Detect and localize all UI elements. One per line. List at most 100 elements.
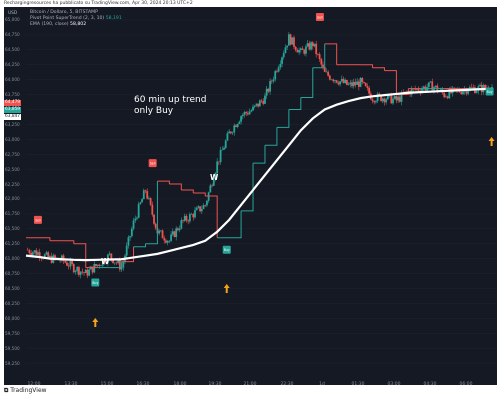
price-tick-label: 61,000 bbox=[5, 256, 20, 262]
chart-pane[interactable]: USD Sell Sell Sell Buy Buy Buy Bitcoin / Doll… bbox=[4, 7, 497, 385]
candle-body bbox=[103, 259, 106, 264]
candle-body bbox=[397, 96, 400, 101]
currency-label: USD bbox=[8, 11, 18, 16]
price-tick-label: 60,500 bbox=[5, 285, 20, 291]
candle-body bbox=[286, 45, 289, 48]
candle-body bbox=[125, 245, 128, 256]
candle-body bbox=[337, 82, 340, 85]
candle-body bbox=[421, 89, 423, 93]
candle-body bbox=[422, 86, 425, 90]
candle-body bbox=[171, 231, 174, 235]
supertrend-segment bbox=[264, 127, 278, 146]
candle-body bbox=[122, 261, 125, 268]
supertrend-segment bbox=[109, 261, 123, 269]
candle-body bbox=[71, 260, 73, 265]
candle-body bbox=[100, 265, 103, 267]
candle-body bbox=[93, 264, 96, 273]
candle-body bbox=[252, 106, 254, 111]
candle-body bbox=[38, 252, 41, 258]
candle-body bbox=[26, 249, 29, 251]
candle-body bbox=[31, 252, 34, 255]
candle-body bbox=[228, 131, 231, 134]
price-tick-label: 60,000 bbox=[5, 315, 20, 321]
candle-body bbox=[240, 116, 242, 122]
candle-body bbox=[386, 94, 389, 100]
supertrend-segment bbox=[169, 183, 182, 191]
candle-body bbox=[226, 133, 229, 141]
buy-marker-box bbox=[485, 87, 494, 96]
candle-body bbox=[357, 81, 360, 87]
candle-body bbox=[130, 228, 133, 237]
candle-body bbox=[118, 260, 121, 270]
candle-body bbox=[110, 253, 113, 259]
candle-body bbox=[448, 88, 451, 99]
candle-body bbox=[216, 161, 219, 174]
legend-supertrend: Pivot Point SuperTrend (2, 3, 10) 58,191 bbox=[30, 16, 122, 22]
candle-body bbox=[248, 111, 251, 115]
supertrend-segment bbox=[193, 192, 206, 196]
candle-body bbox=[194, 210, 196, 218]
candle-body bbox=[204, 205, 207, 206]
price-tick-label: 62,750 bbox=[5, 151, 20, 157]
candle-body bbox=[108, 253, 111, 255]
candle-body bbox=[305, 46, 307, 54]
candle-body bbox=[484, 84, 487, 89]
candle-body bbox=[363, 82, 365, 83]
candle-body bbox=[376, 93, 379, 102]
candle-body bbox=[207, 192, 210, 201]
candle-body bbox=[460, 92, 463, 95]
supertrend-segment bbox=[300, 67, 314, 99]
candle-body bbox=[284, 47, 287, 54]
candle-body bbox=[277, 67, 280, 72]
candle-body bbox=[467, 90, 470, 94]
w-pattern-label-left: W bbox=[101, 257, 110, 266]
candle-body bbox=[322, 64, 324, 68]
candle-body bbox=[159, 230, 162, 232]
candle-body bbox=[334, 80, 336, 82]
candle-body bbox=[380, 95, 382, 102]
legend-ema: EMA (190, close) 58,802 bbox=[30, 22, 122, 28]
time-tick-label: 03:00 bbox=[387, 382, 401, 385]
candle-body bbox=[98, 264, 101, 266]
candle-body bbox=[127, 237, 130, 246]
candle-body bbox=[340, 78, 343, 82]
price-tick-label: 59,250 bbox=[5, 360, 20, 366]
buy-marker-label: Buy bbox=[224, 248, 230, 252]
candle-body bbox=[257, 103, 260, 107]
candle-body bbox=[151, 204, 154, 215]
orange-up-arrow-icon bbox=[488, 137, 495, 146]
candle-body bbox=[33, 250, 36, 253]
candle-body bbox=[74, 271, 77, 273]
candle-body bbox=[78, 267, 80, 275]
candle-body bbox=[154, 223, 157, 229]
candle-body bbox=[315, 43, 318, 55]
price-chart-svg[interactable]: Sell Sell Sell Buy Buy Buy bbox=[4, 7, 497, 385]
time-tick-label: 16:30 bbox=[136, 382, 150, 385]
candle-body bbox=[59, 259, 62, 261]
candle-body bbox=[253, 105, 256, 107]
candle-body bbox=[129, 236, 132, 238]
candle-body bbox=[243, 112, 246, 115]
candle-body bbox=[48, 256, 51, 258]
candle-body bbox=[146, 191, 149, 199]
sell-marker-label: Sell bbox=[150, 162, 156, 166]
sell-signal-marker: Sell bbox=[148, 159, 157, 168]
candle-body bbox=[262, 100, 265, 104]
candle-body bbox=[206, 200, 208, 206]
candle-body bbox=[431, 81, 434, 91]
candle-body bbox=[255, 103, 258, 106]
candle-body bbox=[76, 267, 79, 272]
candle-body bbox=[54, 255, 56, 259]
time-tick-label: 13:30 bbox=[64, 382, 78, 385]
candle-body bbox=[187, 220, 190, 222]
candle-body bbox=[214, 173, 217, 180]
buy-marker-label: Buy bbox=[487, 90, 493, 94]
candle-body bbox=[344, 79, 347, 84]
candle-body bbox=[279, 63, 282, 68]
supertrend-segment bbox=[205, 195, 218, 238]
supertrend-segment bbox=[145, 181, 158, 245]
price-tag-supertrend-red: 64,479 bbox=[4, 100, 22, 106]
candle-body bbox=[229, 131, 232, 134]
legend-ema-label: EMA (190, close) bbox=[30, 22, 69, 27]
